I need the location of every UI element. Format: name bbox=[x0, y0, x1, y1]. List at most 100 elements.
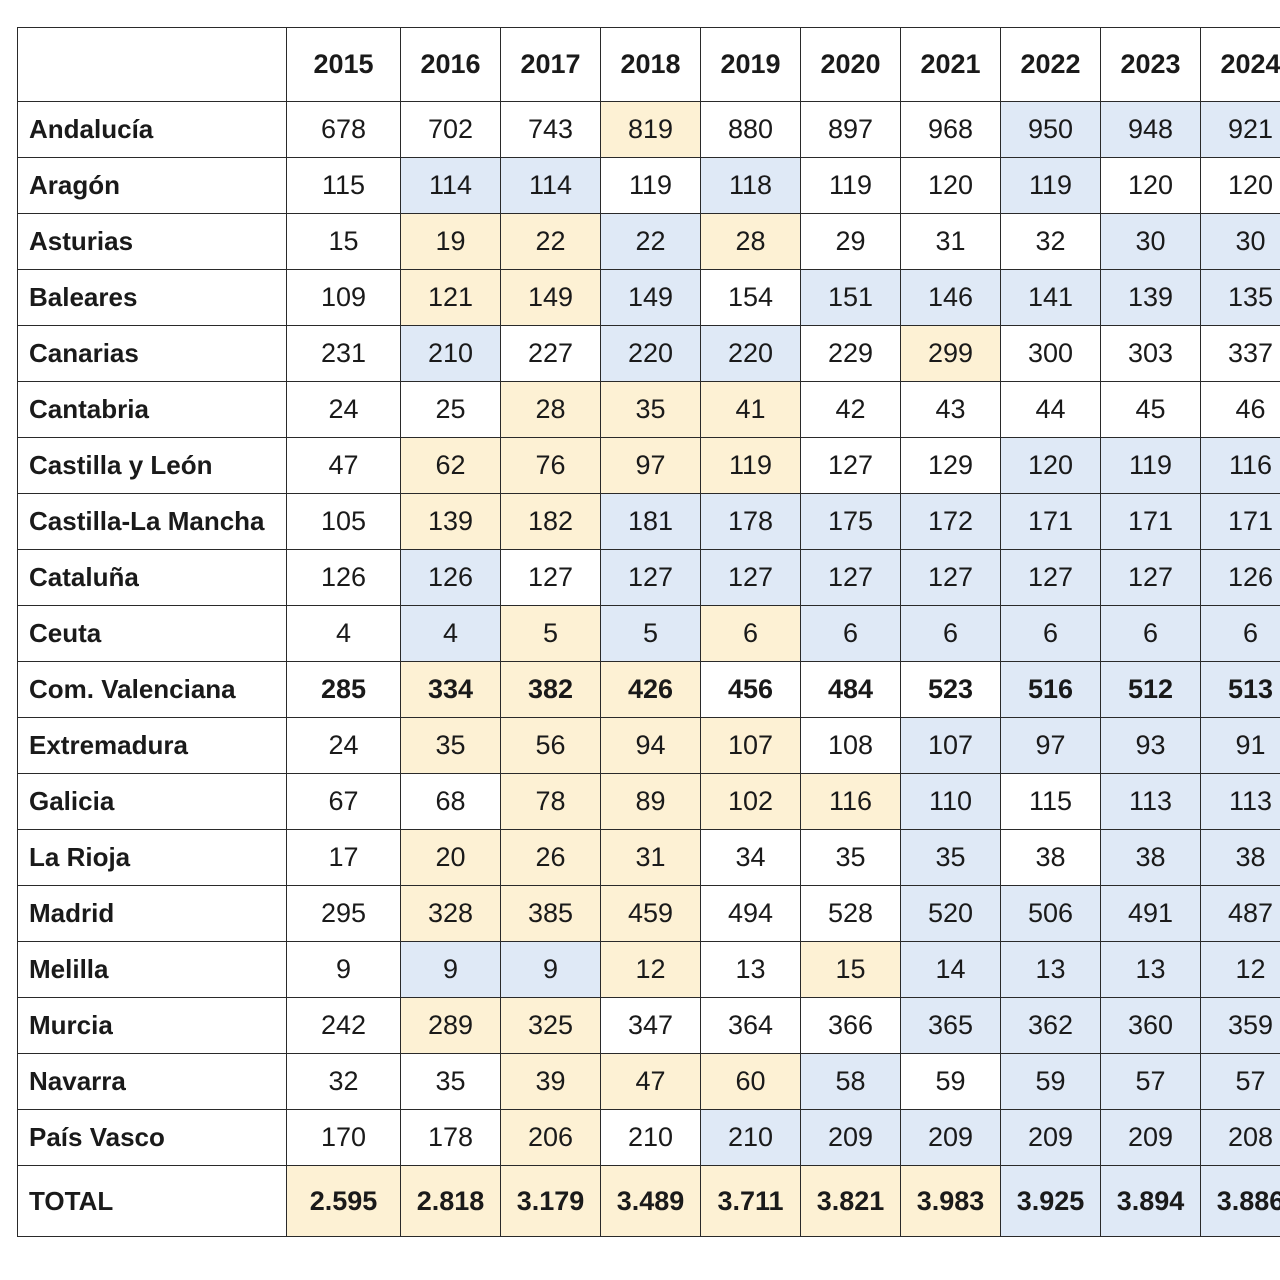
value-cell: 172 bbox=[900, 493, 1001, 550]
table-row: Cantabria 24 25 28 35 41 42 43 44 45 46 bbox=[17, 381, 1280, 438]
value-cell: 678 bbox=[286, 101, 401, 158]
value-cell: 880 bbox=[700, 101, 801, 158]
value-cell: 366 bbox=[800, 997, 901, 1054]
year-header-2023: 2023 bbox=[1100, 27, 1201, 102]
value-cell: 32 bbox=[286, 1053, 401, 1110]
value-cell: 59 bbox=[900, 1053, 1001, 1110]
value-cell: 520 bbox=[900, 885, 1001, 942]
value-cell: 819 bbox=[600, 101, 701, 158]
year-header-2015: 2015 bbox=[286, 27, 401, 102]
value-cell: 365 bbox=[900, 997, 1001, 1054]
value-cell: 328 bbox=[400, 885, 501, 942]
table-row: Castilla y León 47 62 76 97 119 127 129 120 119 11… bbox=[17, 437, 1280, 494]
region-label: Murcia bbox=[17, 997, 287, 1054]
table-row: Canarias 231 210 227 220 220 229 299 300 303 337 bbox=[17, 325, 1280, 382]
value-cell: 120 bbox=[1200, 157, 1280, 214]
table-row: Asturias 15 19 22 22 28 29 31 32 30 30 bbox=[17, 213, 1280, 270]
value-cell: 35 bbox=[800, 829, 901, 886]
total-value-cell: 3.489 bbox=[600, 1165, 701, 1237]
value-cell: 58 bbox=[800, 1053, 901, 1110]
value-cell: 129 bbox=[900, 437, 1001, 494]
value-cell: 359 bbox=[1200, 997, 1280, 1054]
region-label: Cantabria bbox=[17, 381, 287, 438]
value-cell: 108 bbox=[800, 717, 901, 774]
value-cell: 182 bbox=[500, 493, 601, 550]
value-cell: 968 bbox=[900, 101, 1001, 158]
value-cell: 46 bbox=[1200, 381, 1280, 438]
table-row: Madrid 295 328 385 459 494 528 520 506 491 487 bbox=[17, 885, 1280, 942]
value-cell: 45 bbox=[1100, 381, 1201, 438]
value-cell: 119 bbox=[800, 157, 901, 214]
value-cell: 506 bbox=[1000, 885, 1101, 942]
region-label: Ceuta bbox=[17, 605, 287, 662]
value-cell: 382 bbox=[500, 661, 601, 718]
total-value-cell: 3.711 bbox=[700, 1165, 801, 1237]
value-cell: 6 bbox=[1100, 605, 1201, 662]
table-row: La Rioja 17 20 26 31 34 35 35 38 38 38 bbox=[17, 829, 1280, 886]
value-cell: 360 bbox=[1100, 997, 1201, 1054]
value-cell: 113 bbox=[1100, 773, 1201, 830]
value-cell: 171 bbox=[1200, 493, 1280, 550]
value-cell: 38 bbox=[1000, 829, 1101, 886]
value-cell: 67 bbox=[286, 773, 401, 830]
value-cell: 42 bbox=[800, 381, 901, 438]
value-cell: 35 bbox=[600, 381, 701, 438]
value-cell: 115 bbox=[286, 157, 401, 214]
total-value-cell: 3.925 bbox=[1000, 1165, 1101, 1237]
value-cell: 149 bbox=[600, 269, 701, 326]
value-cell: 76 bbox=[500, 437, 601, 494]
region-label: Castilla-La Mancha bbox=[17, 493, 287, 550]
value-cell: 127 bbox=[500, 549, 601, 606]
value-cell: 47 bbox=[286, 437, 401, 494]
value-cell: 921 bbox=[1200, 101, 1280, 158]
value-cell: 35 bbox=[400, 717, 501, 774]
value-cell: 126 bbox=[286, 549, 401, 606]
region-label: Madrid bbox=[17, 885, 287, 942]
value-cell: 231 bbox=[286, 325, 401, 382]
value-cell: 15 bbox=[800, 941, 901, 998]
year-header-2020: 2020 bbox=[800, 27, 901, 102]
value-cell: 38 bbox=[1200, 829, 1280, 886]
table-row: Melilla 9 9 9 12 13 15 14 13 13 12 bbox=[17, 941, 1280, 998]
value-cell: 210 bbox=[700, 1109, 801, 1166]
value-cell: 12 bbox=[600, 941, 701, 998]
region-label: Cataluña bbox=[17, 549, 287, 606]
value-cell: 171 bbox=[1000, 493, 1101, 550]
value-cell: 13 bbox=[1100, 941, 1201, 998]
value-cell: 299 bbox=[900, 325, 1001, 382]
value-cell: 57 bbox=[1200, 1053, 1280, 1110]
value-cell: 4 bbox=[286, 605, 401, 662]
value-cell: 210 bbox=[400, 325, 501, 382]
value-cell: 220 bbox=[600, 325, 701, 382]
value-cell: 289 bbox=[400, 997, 501, 1054]
table-body: Andalucía 678 702 743 819 880 897 968 950 948 921 A… bbox=[17, 101, 1280, 1237]
value-cell: 119 bbox=[1000, 157, 1101, 214]
value-cell: 9 bbox=[500, 941, 601, 998]
value-cell: 115 bbox=[1000, 773, 1101, 830]
value-cell: 60 bbox=[700, 1053, 801, 1110]
table-row: Castilla-La Mancha 105 139 182 181 178 175 172 1… bbox=[17, 493, 1280, 550]
value-cell: 94 bbox=[600, 717, 701, 774]
value-cell: 127 bbox=[800, 549, 901, 606]
value-cell: 28 bbox=[700, 213, 801, 270]
value-cell: 30 bbox=[1200, 213, 1280, 270]
value-cell: 227 bbox=[500, 325, 601, 382]
year-header-2017: 2017 bbox=[500, 27, 601, 102]
value-cell: 43 bbox=[900, 381, 1001, 438]
value-cell: 151 bbox=[800, 269, 901, 326]
total-label: TOTAL bbox=[17, 1165, 287, 1237]
value-cell: 385 bbox=[500, 885, 601, 942]
region-label: Baleares bbox=[17, 269, 287, 326]
value-cell: 109 bbox=[286, 269, 401, 326]
value-cell: 35 bbox=[400, 1053, 501, 1110]
value-cell: 32 bbox=[1000, 213, 1101, 270]
value-cell: 178 bbox=[700, 493, 801, 550]
value-cell: 26 bbox=[500, 829, 601, 886]
value-cell: 5 bbox=[600, 605, 701, 662]
value-cell: 6 bbox=[1000, 605, 1101, 662]
value-cell: 528 bbox=[800, 885, 901, 942]
value-cell: 116 bbox=[800, 773, 901, 830]
total-value-cell: 3.894 bbox=[1100, 1165, 1201, 1237]
region-label: Canarias bbox=[17, 325, 287, 382]
table-row: Andalucía 678 702 743 819 880 897 968 950 948 921 bbox=[17, 101, 1280, 158]
